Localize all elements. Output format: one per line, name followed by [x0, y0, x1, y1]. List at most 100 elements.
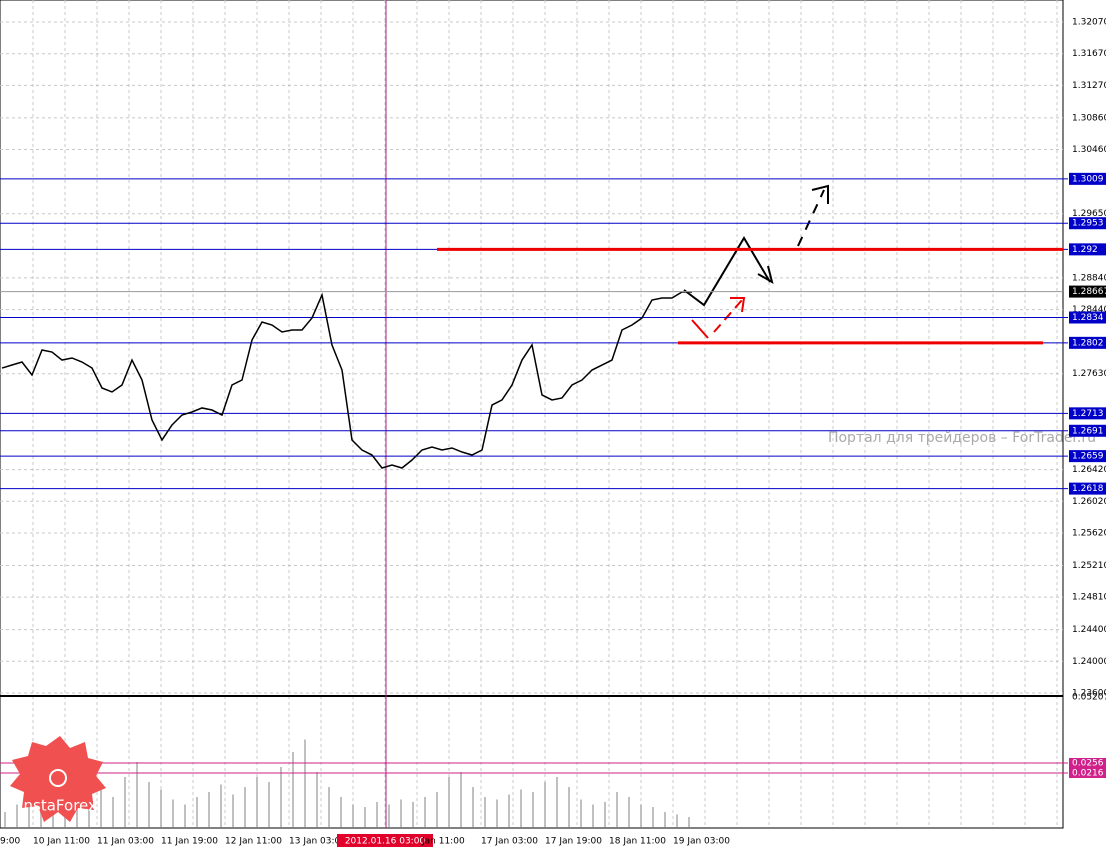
- price-line: [1, 291, 692, 469]
- volume-bar: [184, 804, 186, 827]
- level-label-box: [1069, 311, 1106, 324]
- level-label-box: [1069, 768, 1106, 778]
- volume-bar: [196, 797, 198, 827]
- volume-bar: [172, 799, 174, 827]
- level-label-box: [1069, 172, 1106, 185]
- volume-bar: [580, 799, 582, 827]
- volume-bar: [508, 794, 510, 827]
- watermark: Портал для трейдеров – ForTrader.ru: [828, 430, 1096, 446]
- current-price-label: 1.28667: [1072, 287, 1106, 297]
- level-label: 1.2618: [1072, 484, 1104, 494]
- y-tick-label: 1.28440: [1072, 305, 1106, 315]
- level-label: 0.0216: [1072, 769, 1104, 779]
- volume-bar: [640, 804, 642, 827]
- volume-bar: [232, 794, 234, 827]
- x-tick-label: 18 Jan 11:00: [609, 837, 666, 847]
- volume-bar: [292, 752, 294, 827]
- level-label: 1.292: [1072, 245, 1098, 255]
- volume-bar: [472, 787, 474, 827]
- x-label-highlight: [337, 834, 433, 847]
- level-label: 1.2659: [1072, 452, 1104, 462]
- volume-bar: [148, 782, 150, 827]
- volume-bar: [568, 787, 570, 827]
- volume-bar: [100, 789, 102, 827]
- level-label: 1.2691: [1072, 426, 1104, 436]
- y-tick-label: 1.32070: [1072, 18, 1106, 28]
- volume-bar: [352, 804, 354, 827]
- logo-text: InstaForex: [19, 797, 97, 815]
- y-tick-label: 0.05207: [1072, 692, 1106, 702]
- level-label-box: [1069, 450, 1106, 463]
- level-label: 0.0256: [1072, 759, 1104, 769]
- volume-bar: [160, 789, 162, 827]
- volume-bar: [316, 772, 318, 827]
- y-tick-label: 1.28840: [1072, 273, 1106, 283]
- volume-bar: [40, 807, 42, 827]
- x-tick-label: 17 Jan 19:00: [545, 837, 602, 847]
- volume-bar: [16, 804, 18, 827]
- volume-bar: [424, 797, 426, 827]
- volume-bar: [76, 802, 78, 827]
- volume-bar: [412, 802, 414, 827]
- volume-bar: [220, 784, 222, 827]
- level-label: 1.2834: [1072, 313, 1104, 323]
- y-tick-label: 1.25210: [1072, 561, 1106, 571]
- current-price-box: [1069, 285, 1106, 298]
- x-tick-label: Jan 11:00: [421, 837, 465, 847]
- volume-bar: [448, 777, 450, 827]
- volume-bar: [244, 787, 246, 827]
- y-tick-label: 1.25620: [1072, 528, 1106, 538]
- volume-bar: [88, 794, 90, 827]
- volume-bar: [652, 807, 654, 827]
- x-tick-label: 11 Jan 03:00: [97, 837, 154, 847]
- y-tick-label: 1.31670: [1072, 49, 1106, 59]
- y-tick-label: 1.24400: [1072, 625, 1106, 635]
- y-tick-label: 1.23600: [1072, 689, 1106, 699]
- volume-bar: [592, 804, 594, 827]
- logo: InstaForex: [10, 736, 106, 822]
- y-tick-label: 1.24810: [1072, 593, 1106, 603]
- volume-bar: [532, 792, 534, 827]
- y-tick-label: 1.27630: [1072, 369, 1106, 379]
- level-label: 1.2713: [1072, 409, 1104, 419]
- level-label-box: [1069, 758, 1106, 768]
- x-tick-label: 13 Jan 03:00: [289, 837, 346, 847]
- plot-frame: [0, 0, 1064, 829]
- volume-bar: [436, 792, 438, 827]
- volume-bar: [340, 797, 342, 827]
- y-tick-label: 1.30860: [1072, 113, 1106, 123]
- volume-bar: [544, 782, 546, 827]
- level-label-box: [1069, 424, 1106, 437]
- y-tick-label: 1.31270: [1072, 81, 1106, 91]
- volume-bar: [268, 782, 270, 827]
- volume-bar: [520, 789, 522, 827]
- x-tick-label: 12 Jan 11:00: [225, 837, 282, 847]
- volume-bar: [256, 777, 258, 827]
- y-tick-label: 1.26420: [1072, 465, 1106, 475]
- volume-bar: [28, 797, 30, 827]
- volume-bar: [304, 739, 306, 827]
- x-tick-label: 2012.01.16 03:00: [345, 837, 426, 847]
- level-label-box: [1069, 336, 1106, 349]
- volume-bar: [208, 792, 210, 827]
- level-label: 1.3009: [1072, 174, 1104, 184]
- level-label: 1.2953: [1072, 219, 1104, 229]
- volume-bar: [136, 762, 138, 827]
- x-tick-label: 9:00: [0, 837, 20, 847]
- y-tick-label: 1.30460: [1072, 145, 1106, 155]
- volume-bar: [556, 777, 558, 827]
- volume-bar: [664, 812, 666, 827]
- volume-bar: [460, 772, 462, 827]
- y-tick-label: 1.26020: [1072, 497, 1106, 507]
- volume-bar: [4, 812, 6, 827]
- level-label-box: [1069, 482, 1106, 495]
- volume-bar: [628, 797, 630, 827]
- y-tick-label: 1.24000: [1072, 657, 1106, 667]
- volume-bar: [616, 792, 618, 827]
- volume-bar: [280, 767, 282, 827]
- y-tick-label: 1.29650: [1072, 209, 1106, 219]
- volume-bar: [688, 817, 690, 827]
- volume-bar: [496, 799, 498, 827]
- level-label-box: [1069, 407, 1106, 420]
